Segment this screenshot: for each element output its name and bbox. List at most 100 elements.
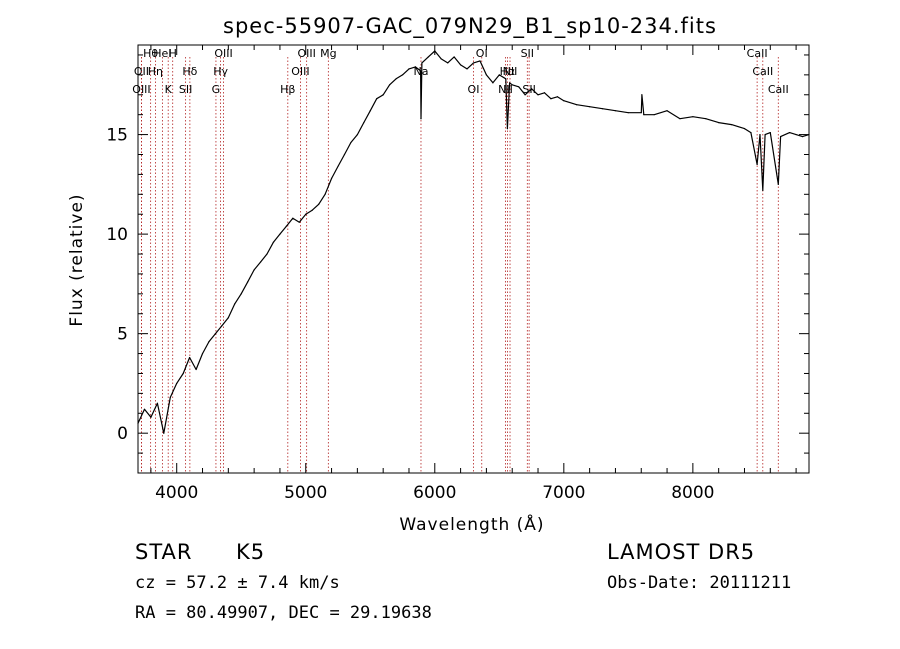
- spectrum-point: [189, 356, 191, 359]
- spectrum-point: [414, 66, 417, 68]
- spectrum-point: [208, 341, 210, 343]
- spectrum-point: [343, 153, 346, 156]
- spectrum-point: [376, 98, 378, 100]
- line-label: Mg: [320, 47, 336, 60]
- spectrum-point: [756, 163, 758, 166]
- line-label: OI: [476, 47, 488, 60]
- spectrum-point: [640, 112, 642, 114]
- line-label: OIII: [291, 65, 309, 78]
- spectrum-point: [324, 193, 326, 195]
- spectrum-point: [679, 118, 681, 120]
- spectrum-point: [762, 189, 764, 191]
- spectrum-point: [743, 128, 746, 130]
- line-label: OIII: [297, 47, 315, 60]
- spectrum-point: [195, 368, 197, 371]
- spectrum-point: [759, 133, 761, 136]
- spectrum-point: [730, 124, 733, 126]
- spectrum-point: [666, 110, 668, 112]
- line-label: K: [165, 83, 173, 96]
- spectrum-point: [318, 203, 320, 205]
- spectrum-point: [641, 94, 643, 96]
- spectrum-point: [789, 131, 791, 134]
- spectrum-point: [801, 135, 804, 138]
- line-label: Hθ: [143, 47, 158, 60]
- spectrum-point: [614, 110, 617, 112]
- spectrum-point: [563, 100, 565, 102]
- spectrum-point: [259, 261, 262, 263]
- spectrum-point: [780, 135, 782, 138]
- line-label: CaII: [747, 47, 768, 60]
- observation-date: Obs-Date: 20111211: [607, 573, 792, 593]
- spectrum-point: [419, 70, 422, 72]
- spectrum-point: [389, 84, 391, 86]
- spectrum-point: [550, 98, 552, 100]
- spectrum-point: [298, 221, 300, 223]
- line-label: CaII: [752, 65, 773, 78]
- spectrum-point: [240, 293, 242, 295]
- spectrum-point: [556, 96, 558, 98]
- y-tick-label: 5: [117, 325, 128, 345]
- spectrum-point: [627, 112, 629, 114]
- spectrum-point: [472, 62, 475, 64]
- line-label: HeI: [153, 47, 171, 60]
- line-label: OI: [468, 83, 480, 96]
- spectrum-point: [576, 104, 578, 106]
- line-label: SII: [521, 47, 534, 60]
- spectrum-point: [201, 352, 204, 355]
- spectrum-point: [777, 183, 779, 185]
- spectrum-point: [485, 74, 488, 76]
- x-tick-label: 7000: [542, 483, 585, 503]
- survey-name: LAMOST DR5: [607, 540, 756, 564]
- spectrum-point: [363, 122, 365, 124]
- spectrum-point: [330, 177, 333, 179]
- line-label: Hβ: [280, 83, 295, 96]
- line-label: SII: [522, 83, 535, 96]
- x-tick-label: 4000: [155, 483, 198, 503]
- spectrum-point: [524, 94, 526, 96]
- spectrum-point: [537, 94, 539, 96]
- spectrum-point: [518, 86, 520, 88]
- spectrum-point: [382, 94, 384, 96]
- line-label: G: [212, 83, 221, 96]
- spectrum-point: [227, 317, 229, 319]
- spectrum-point: [401, 74, 404, 76]
- line-label: SII: [179, 83, 192, 96]
- coordinates: RA = 80.49907, DEC = 29.19638: [135, 603, 432, 623]
- spectrum-point: [509, 82, 511, 84]
- line-label: H: [169, 47, 177, 60]
- spectrum-point: [292, 217, 294, 219]
- spectrum-point: [214, 333, 217, 335]
- spectrum-point: [601, 108, 604, 110]
- object-subclass: K5: [236, 540, 266, 564]
- spectrum-point: [182, 372, 184, 375]
- y-axis-label: Flux (relative): [67, 193, 87, 326]
- x-axis-ticks: 4000 5000 6000 7000 8000: [150, 45, 797, 503]
- spectrum-point: [764, 133, 766, 136]
- spectrum-point: [156, 402, 158, 404]
- redshift-cz: cz = 57.2 ± 7.4 km/s: [135, 573, 340, 593]
- spectrum-point: [459, 64, 462, 66]
- spectrum-point: [466, 68, 468, 70]
- spectrum-point: [653, 114, 655, 116]
- spectrum-point: [221, 325, 223, 327]
- spectrum-point: [266, 253, 268, 255]
- spectrum-point: [589, 106, 591, 108]
- spectrum-point: [169, 396, 171, 398]
- spectrum-point: [492, 82, 494, 84]
- spectrum-point: [369, 110, 371, 112]
- y-tick-label: 15: [106, 126, 128, 146]
- spectrum-point: [705, 118, 707, 120]
- plot-frame: [137, 44, 810, 474]
- spectrum-point: [305, 213, 307, 215]
- spectrum-point: [163, 432, 165, 434]
- spectrum-point: [356, 133, 358, 136]
- y-tick-label: 10: [106, 225, 128, 245]
- spectrum-point: [143, 408, 146, 410]
- spectrum-point: [285, 225, 287, 227]
- series-layer: [137, 50, 810, 434]
- x-tick-label: 8000: [671, 483, 714, 503]
- line-label: NII: [503, 65, 518, 78]
- line-label: Hγ: [213, 65, 228, 78]
- line-label: Hη: [148, 65, 163, 78]
